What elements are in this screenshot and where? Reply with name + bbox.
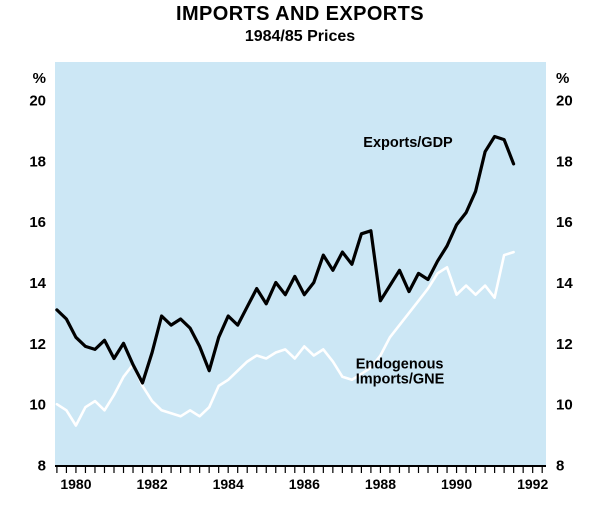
y-tick-label-right: 8 bbox=[556, 458, 564, 475]
exports-gdp-line bbox=[55, 134, 516, 385]
x-tick-label: 1988 bbox=[365, 476, 396, 492]
x-axis-ticks bbox=[56, 467, 543, 473]
x-tick-label: 1986 bbox=[289, 476, 320, 492]
y-tick-label-right: 14 bbox=[556, 275, 573, 292]
chart-title: IMPORTS AND EXPORTS bbox=[176, 3, 424, 25]
annotation-imports-gne: Imports/GNE bbox=[356, 371, 445, 387]
y-tick-label-left: 10 bbox=[29, 397, 46, 414]
y-tick-label-right: 20 bbox=[556, 93, 573, 110]
y-tick-label-left: 16 bbox=[29, 214, 46, 231]
x-tick-label: 1982 bbox=[136, 476, 167, 492]
x-tick-label: 1980 bbox=[60, 476, 91, 492]
x-tick-label: 1984 bbox=[213, 476, 244, 492]
y-tick-label-left: 20 bbox=[29, 93, 46, 110]
x-tick-label: 1992 bbox=[517, 476, 548, 492]
y-tick-label-right: 10 bbox=[556, 397, 573, 414]
y-tick-label-right: 12 bbox=[556, 336, 573, 353]
y-tick-label-left: 12 bbox=[29, 336, 46, 353]
y-axis-unit-right: % bbox=[556, 70, 569, 87]
y-tick-label-right: 16 bbox=[556, 214, 573, 231]
chart-subtitle: 1984/85 Prices bbox=[244, 28, 356, 45]
plot-area bbox=[55, 62, 546, 465]
y-tick-label-left: 14 bbox=[29, 275, 46, 292]
x-tick-label: 1990 bbox=[441, 476, 472, 492]
annotation-endogenous: Endogenous bbox=[356, 356, 444, 372]
y-axis-unit-left: % bbox=[33, 70, 46, 87]
y-tick-label-right: 18 bbox=[556, 153, 573, 170]
annotation-exports-gdp: Exports/GDP bbox=[363, 135, 453, 151]
y-tick-label-left: 8 bbox=[38, 458, 46, 475]
y-tick-label-left: 18 bbox=[29, 153, 46, 170]
